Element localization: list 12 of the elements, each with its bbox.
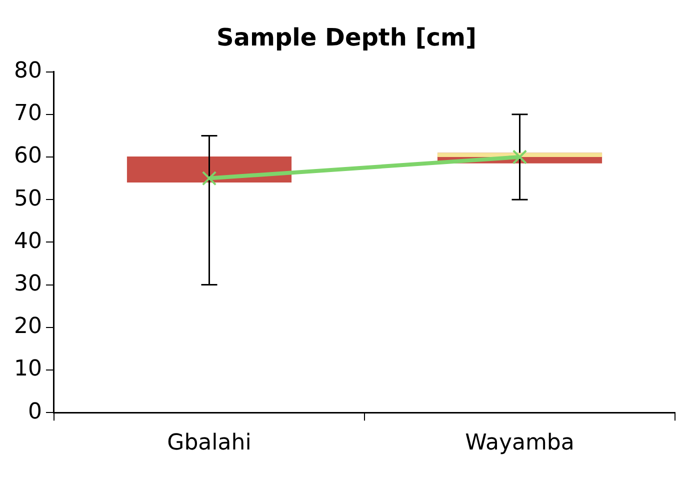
y-tick-label: 20	[14, 314, 42, 340]
y-tick-label: 30	[14, 272, 42, 297]
y-tick-label: 0	[28, 399, 42, 424]
chart-title: Sample Depth [cm]	[216, 24, 476, 52]
y-tick-label: 60	[14, 144, 42, 169]
y-tick-label: 50	[14, 186, 42, 212]
y-tick-label: 40	[14, 228, 42, 254]
y-tick-label: 10	[14, 356, 42, 382]
y-tick-label: 70	[14, 101, 42, 126]
x-tick-label: Gbalahi	[167, 430, 252, 456]
y-tick-label: 80	[14, 58, 42, 84]
x-tick-label: Wayamba	[465, 430, 574, 456]
